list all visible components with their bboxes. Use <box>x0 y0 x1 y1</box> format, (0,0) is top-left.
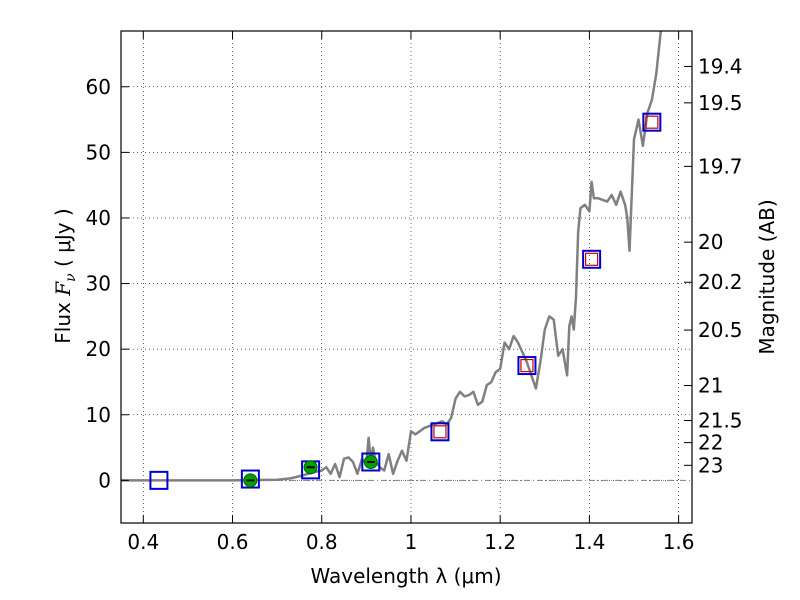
y-axis-label-symbol: F <box>51 281 75 297</box>
y2-tick-label: 21.5 <box>698 409 743 433</box>
y-tick-label: 30 <box>86 272 111 296</box>
y2-tick-label: 19.5 <box>698 91 743 115</box>
x-tick-labels: 0.4 0.6 0.8 1 1.2 1.4 1.6 <box>127 530 694 554</box>
tick-marks <box>121 31 692 523</box>
x-tick-label: 1.6 <box>663 530 695 554</box>
x-tick-label: 0.4 <box>127 530 159 554</box>
photometry-markers <box>149 112 662 490</box>
observed-point <box>240 469 260 489</box>
spectrum-group <box>121 31 663 482</box>
grid-lines <box>121 31 692 523</box>
observed-point <box>149 470 169 490</box>
model-point <box>645 115 659 129</box>
y-tick-label: 10 <box>86 403 111 427</box>
observed-point <box>361 452 381 472</box>
observed-point <box>517 356 537 376</box>
y2-tick-label: 21 <box>698 374 723 398</box>
y2-tick-label: 20.2 <box>698 270 743 294</box>
y2-tick-label: 20.5 <box>698 318 743 342</box>
observed-point <box>642 112 662 132</box>
y2-tick-label: 23 <box>698 453 723 477</box>
y-axis-label-units: ( μJy ) <box>51 208 75 273</box>
x-tick-label: 0.8 <box>306 530 338 554</box>
y2-tick-label: 22 <box>698 431 723 455</box>
y-tick-label: 20 <box>86 337 111 361</box>
x-tick-label: 1.2 <box>484 530 516 554</box>
observed-point <box>582 249 602 269</box>
y-tick-label: 50 <box>86 140 111 164</box>
x-tick-label: 1 <box>405 530 418 554</box>
model-point <box>433 425 447 439</box>
y-axis-label: Flux Fν ( μJy ) <box>51 208 79 343</box>
y2-tick-label: 20 <box>698 230 723 254</box>
y2-tick-label: 19.7 <box>698 154 743 178</box>
y-tick-labels: 0 10 20 30 40 50 60 <box>86 75 111 493</box>
y-tick-label: 60 <box>86 75 111 99</box>
spectrum-line <box>121 31 663 482</box>
observed-point <box>430 422 450 442</box>
y-tick-label: 0 <box>98 468 111 492</box>
x-tick-label: 1.4 <box>573 530 605 554</box>
model-point <box>520 358 534 373</box>
model-point <box>585 252 599 266</box>
y-axis-label-subscript: ν <box>63 273 79 282</box>
x-tick-label: 0.6 <box>217 530 249 554</box>
x-axis-label: Wavelength λ (μm) <box>310 564 501 588</box>
y-axis-label-prefix: Flux <box>51 296 75 344</box>
y2-tick-label: 19.4 <box>698 54 743 78</box>
y-tick-label: 40 <box>86 206 111 230</box>
y2-axis-label: Magnitude (AB) <box>755 199 779 354</box>
plot-frame <box>120 30 693 524</box>
